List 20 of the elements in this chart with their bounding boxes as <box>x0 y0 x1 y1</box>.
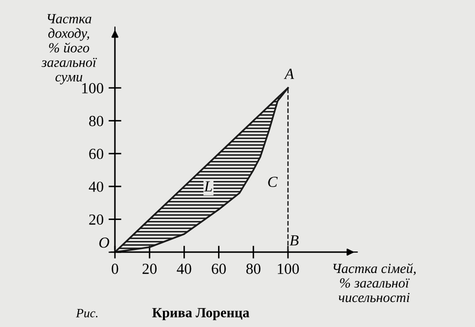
y-tick-label: 40 <box>88 182 104 192</box>
y-tick-label: 80 <box>89 116 104 126</box>
x-axis-title: Частка сімей, % загальної чисельності <box>333 263 416 302</box>
annotation: L <box>204 181 212 192</box>
x-tick-label: 0 <box>112 264 118 274</box>
annotation: A <box>284 68 294 79</box>
text: Крива Лоренца <box>152 308 250 320</box>
annotation: C <box>268 176 278 188</box>
x-tick-label: 20 <box>142 264 157 274</box>
text: O <box>99 238 110 248</box>
x-tick-label: 80 <box>246 264 260 274</box>
y-tick-label: 20 <box>89 214 104 225</box>
y-tick-label: 60 <box>89 148 104 160</box>
x-tick-label: 60 <box>212 264 226 274</box>
text: Рис. <box>76 309 98 318</box>
x-tick-label: 40 <box>176 264 192 274</box>
x-tick-label: 100 <box>278 264 299 274</box>
y-axis-title: Частка доходу, % його загальної суми <box>41 14 97 84</box>
annotation: B <box>290 235 299 246</box>
y-tick-label: 100 <box>82 83 104 94</box>
